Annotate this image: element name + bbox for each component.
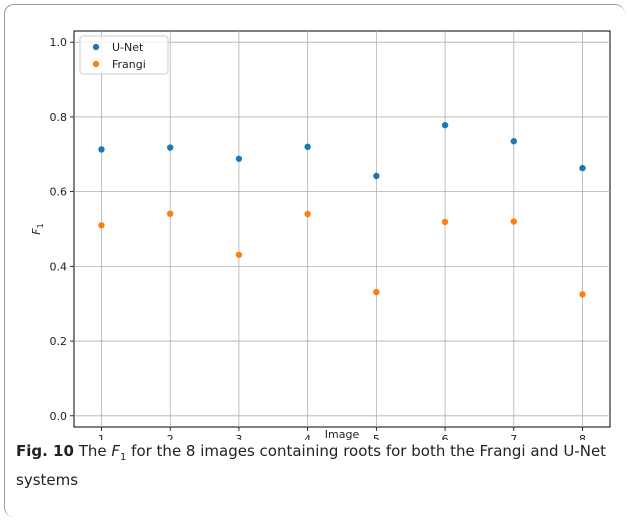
point-u-net xyxy=(373,172,380,180)
caption-text-after: for the 8 images containing roots for bo… xyxy=(16,442,607,489)
legend-box xyxy=(79,35,169,75)
point-u-net xyxy=(167,144,174,151)
grid xyxy=(74,31,610,427)
legend-marker xyxy=(92,43,100,51)
figure-label: Fig. 10 xyxy=(16,442,74,460)
data-points xyxy=(98,121,586,298)
x-tick-label: 2 xyxy=(167,433,174,440)
y-tick-label: 1.0 xyxy=(50,36,68,49)
figure-caption: Fig. 10 The F1 for the 8 images containi… xyxy=(16,440,616,492)
point-frangi xyxy=(510,218,517,225)
y-tick-label: 0.2 xyxy=(50,335,68,348)
scatter-chart: 1 2 3 4 5 6 7 80.00.20.40.60.81.0 Image F1 U-Ne… xyxy=(30,30,611,440)
ticks: 1 2 3 4 5 6 7 8 0.0 0.2 0.4 0.6 0.8 1.0 xyxy=(50,36,587,440)
point-frangi xyxy=(235,251,243,258)
x-tick-label: 6 xyxy=(442,433,449,440)
point-u-net xyxy=(235,155,243,162)
x-tick-label: 3 xyxy=(235,433,242,440)
caption-f: F xyxy=(111,442,121,460)
x-tick-label: 5 xyxy=(373,433,380,440)
y-tick-label: 0.6 xyxy=(50,186,68,199)
y-tick-label: 0.0 xyxy=(50,410,68,423)
y-axis-label: F1 xyxy=(30,223,45,234)
point-u-net xyxy=(304,143,311,151)
caption-f-sub: 1 xyxy=(120,452,127,463)
legend: U-Net Frangi xyxy=(79,35,169,75)
point-u-net xyxy=(441,121,449,129)
x-tick-label: 4 xyxy=(304,433,311,440)
x-tick-label: 8 xyxy=(579,433,586,440)
point-u-net xyxy=(579,164,586,172)
y-axis-label-main: F xyxy=(30,228,43,235)
legend-label: Frangi xyxy=(112,58,146,71)
point-u-net xyxy=(98,146,105,153)
point-frangi xyxy=(441,218,449,226)
point-frangi xyxy=(579,291,586,298)
y-tick-label: 0.8 xyxy=(50,111,68,124)
x-tick-label: 7 xyxy=(510,433,517,440)
point-frangi xyxy=(373,288,380,296)
point-frangi xyxy=(98,222,105,229)
point-frangi xyxy=(304,210,311,218)
legend-marker xyxy=(92,60,100,68)
y-axis-label-sub: 1 xyxy=(36,223,45,228)
y-tick-label: 0.4 xyxy=(50,260,68,273)
x-tick-label: 1 xyxy=(98,433,105,440)
point-frangi xyxy=(167,210,174,217)
caption-text-before: The xyxy=(78,442,112,460)
legend-label: U-Net xyxy=(112,41,144,54)
point-u-net xyxy=(510,138,517,145)
figure-frame xyxy=(4,4,625,517)
plot-area xyxy=(73,30,611,428)
x-axis-label: Image xyxy=(325,428,360,440)
